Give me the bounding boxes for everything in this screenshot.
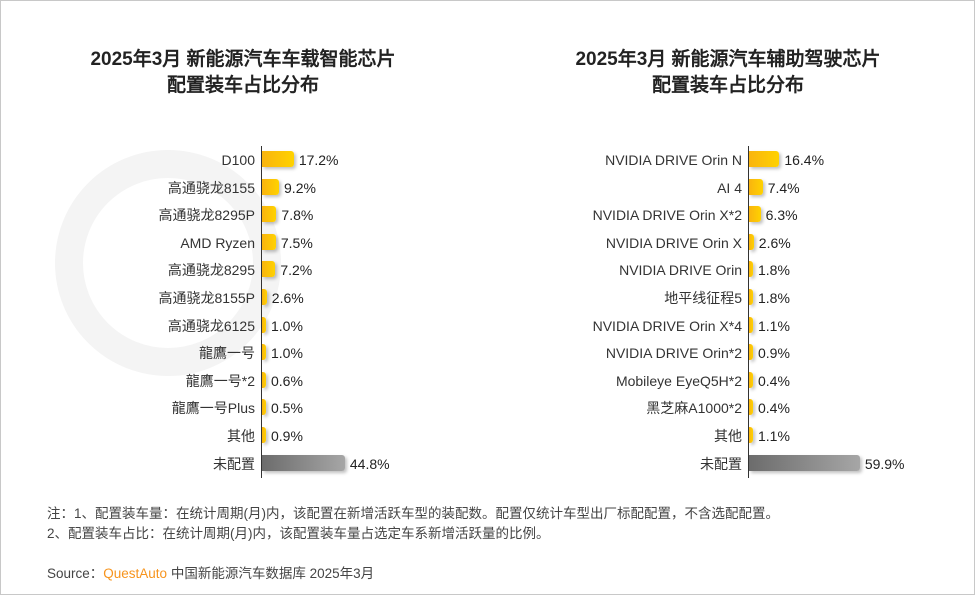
category-label: 其他 bbox=[227, 428, 255, 444]
source-brand: QuestAuto bbox=[103, 566, 168, 581]
bar bbox=[749, 454, 860, 471]
category-label: 地平线征程5 bbox=[664, 290, 742, 306]
data-label: 7.4% bbox=[767, 179, 800, 196]
data-label: 7.8% bbox=[281, 207, 314, 224]
bar bbox=[262, 178, 280, 195]
category-label: 未配置 bbox=[700, 455, 742, 472]
data-label: 1.8% bbox=[758, 290, 790, 306]
category-label: NVIDIA DRIVE Orin X bbox=[605, 234, 742, 251]
bar bbox=[749, 344, 753, 361]
category-label: NVIDIA DRIVE Orin X*2 bbox=[592, 207, 742, 224]
category-label: 高通骁龙8155P bbox=[158, 290, 255, 306]
category-label: 其他 bbox=[714, 428, 742, 444]
data-label: 7.5% bbox=[280, 234, 313, 251]
data-label: 1.1% bbox=[758, 428, 790, 444]
bar bbox=[262, 399, 266, 416]
note-line2: 2、配置装车占比：在统计周期(月)内，该配置装车量占选定车系新增活跃量的比例。 bbox=[47, 526, 550, 541]
category-label: NVIDIA DRIVE Orin bbox=[619, 262, 742, 279]
y-axis-line bbox=[748, 146, 749, 478]
title-line2: 配置装车占比分布 bbox=[651, 75, 804, 96]
source-prefix: Source： bbox=[47, 566, 104, 581]
data-label: 0.9% bbox=[758, 345, 790, 362]
chart-vehicle-smart-chip: D100 17.2% 高通骁龙8155 9.2% 高通骁龙8295P 7.8% AMD Ry… bbox=[0, 146, 975, 486]
category-label: AMD Ryzen bbox=[180, 234, 255, 251]
data-label: 1.0% bbox=[271, 317, 303, 334]
data-label: 59.9% bbox=[864, 455, 905, 472]
data-label: 2.6% bbox=[271, 290, 304, 306]
title-line1: 2025年3月 新能源汽车辅助驾驶芯片 bbox=[575, 49, 881, 70]
title-line1: 2025年3月 新能源汽车车载智能芯片 bbox=[90, 49, 396, 70]
data-label: 7.2% bbox=[280, 262, 313, 279]
data-label: 0.9% bbox=[271, 428, 303, 444]
category-label: 龍鷹一号*2 bbox=[185, 372, 255, 389]
bar bbox=[749, 371, 753, 388]
bar bbox=[749, 206, 761, 223]
category-label: 高通骁龙8295P bbox=[158, 207, 255, 224]
category-label: NVIDIA DRIVE Orin*2 bbox=[605, 345, 742, 362]
data-label: 0.4% bbox=[758, 372, 790, 389]
data-label: 0.5% bbox=[271, 400, 303, 417]
title-line2: 配置装车占比分布 bbox=[166, 75, 319, 96]
data-label: 9.2% bbox=[284, 179, 316, 196]
data-label: 0.6% bbox=[271, 372, 303, 389]
category-label: 高通骁龙8295 bbox=[167, 262, 255, 279]
data-label: 6.3% bbox=[765, 207, 798, 224]
category-label: 高通骁龙6125 bbox=[167, 317, 255, 334]
data-label: 2.6% bbox=[758, 234, 791, 251]
data-label: 44.8% bbox=[349, 455, 390, 472]
bar bbox=[749, 427, 753, 443]
bar bbox=[262, 454, 345, 471]
bar bbox=[262, 206, 277, 223]
bar bbox=[749, 261, 753, 278]
bar bbox=[262, 427, 266, 443]
source-text: 中国新能源汽车数据库 2025年3月 bbox=[167, 566, 375, 581]
bar bbox=[749, 289, 753, 305]
category-label: AI 4 bbox=[717, 179, 742, 196]
chart-title-right: 2025年3月 新能源汽车辅助驾驶芯片 配置装车占比分布 bbox=[508, 47, 948, 99]
bar bbox=[262, 261, 276, 278]
data-label: 0.4% bbox=[758, 400, 790, 417]
bar bbox=[262, 151, 294, 167]
chart-title-left: 2025年3月 新能源汽车车载智能芯片 配置装车占比分布 bbox=[23, 47, 463, 99]
data-label: 1.0% bbox=[271, 345, 303, 362]
category-label: 龍鷹一号Plus bbox=[171, 400, 255, 417]
category-label: NVIDIA DRIVE Orin X*4 bbox=[592, 317, 742, 334]
bar bbox=[749, 151, 780, 167]
category-label: D100 bbox=[221, 152, 255, 168]
bar bbox=[262, 289, 267, 305]
bar bbox=[749, 399, 753, 416]
category-label: Mobileye EyeQ5H*2 bbox=[615, 372, 742, 389]
bar bbox=[262, 316, 266, 333]
chart-driver-assist-chip: NVIDIA DRIVE Orin N 16.4% AI 4 7.4% NVIDIA D… bbox=[0, 146, 975, 486]
data-label: 16.4% bbox=[784, 152, 825, 168]
bar bbox=[749, 178, 763, 195]
bar bbox=[749, 233, 754, 250]
bar bbox=[262, 371, 266, 388]
data-label: 1.8% bbox=[758, 262, 790, 279]
bar bbox=[262, 344, 266, 361]
category-label: NVIDIA DRIVE Orin N bbox=[605, 152, 742, 168]
category-label: 黑芝麻A1000*2 bbox=[646, 400, 742, 417]
data-label: 17.2% bbox=[298, 152, 339, 168]
y-axis-line bbox=[261, 146, 262, 478]
category-label: 未配置 bbox=[213, 455, 255, 472]
data-label: 1.1% bbox=[758, 317, 790, 334]
category-label: 龍鷹一号 bbox=[199, 345, 255, 362]
source-line: Source：QuestAuto 中国新能源汽车数据库 2025年3月 bbox=[47, 562, 374, 582]
bar bbox=[749, 316, 753, 333]
category-label: 高通骁龙8155 bbox=[167, 179, 255, 196]
bar bbox=[262, 233, 276, 250]
note-line1: 注：1、配置装车量：在统计周期(月)内，该配置在新增活跃车型的装配数。配置仅统计… bbox=[47, 506, 779, 521]
